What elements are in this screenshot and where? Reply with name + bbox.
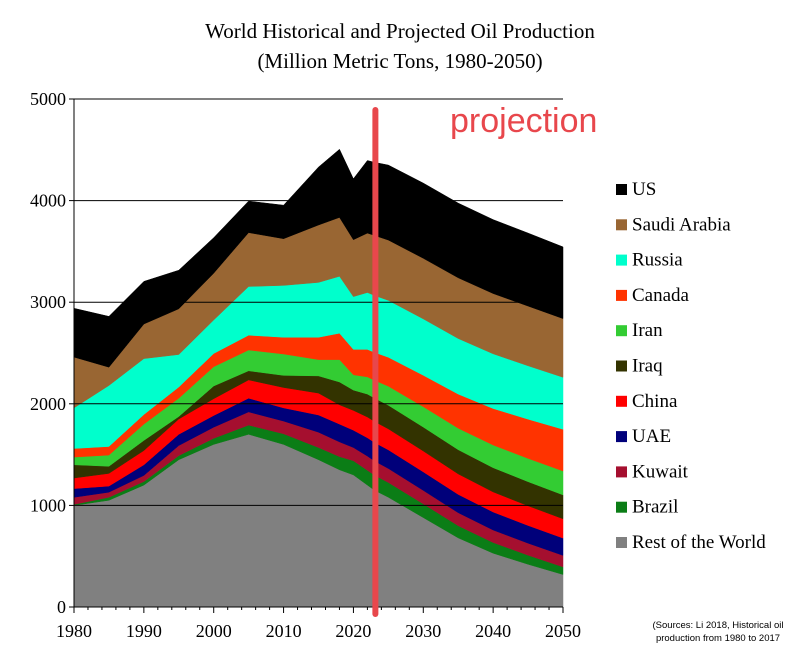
- area-us: [73, 148, 564, 368]
- gridlines: [74, 98, 563, 506]
- chart-subtitle: (Million Metric Tons, 1980-2050): [257, 49, 542, 73]
- legend-swatch-canada: [616, 289, 627, 301]
- chart-title: World Historical and Projected Oil Produ…: [205, 19, 595, 43]
- legend-swatch-saudi-arabia: [616, 219, 627, 231]
- legend-label-saudi-arabia: Saudi Arabia: [632, 214, 731, 235]
- x-tick-label: 2050: [545, 621, 581, 641]
- legend-swatch-us: [616, 184, 627, 195]
- legend-swatch-brazil: [616, 501, 627, 513]
- legend-swatch-rest-of-the-world: [616, 537, 627, 548]
- y-tick-label: 4000: [30, 191, 66, 211]
- x-tick-label: 2030: [405, 621, 441, 641]
- legend-swatch-uae: [616, 431, 627, 443]
- legend-label-brazil: Brazil: [632, 497, 678, 518]
- y-tick-label: 0: [57, 597, 66, 617]
- legend-label-iraq: Iraq: [632, 356, 663, 377]
- legend: US Saudi Arabia Russia Canada Iran Iraq China U…: [616, 179, 766, 553]
- source-note-line-1: (Sources: Li 2018, Historical oil: [653, 620, 784, 631]
- legend-label-uae: UAE: [632, 426, 671, 447]
- legend-label-rest-of-the-world: Rest of the World: [632, 532, 766, 553]
- legend-label-canada: Canada: [632, 285, 690, 306]
- x-tick-label: 2010: [266, 621, 302, 641]
- x-tick-label: 2000: [196, 621, 232, 641]
- legend-label-us: US: [632, 179, 656, 200]
- legend-label-kuwait: Kuwait: [632, 461, 689, 482]
- stacked-areas: [73, 148, 564, 608]
- x-tick-label: 2020: [335, 621, 371, 641]
- y-tick-label: 1000: [30, 495, 66, 515]
- legend-label-iran: Iran: [632, 320, 663, 341]
- y-tick-label: 5000: [30, 89, 66, 109]
- legend-swatch-kuwait: [616, 466, 627, 478]
- axes: [73, 99, 563, 608]
- legend-swatch-iraq: [616, 360, 627, 372]
- y-axis-ticks: 0 1000 2000 3000 4000 5000: [30, 89, 74, 617]
- x-tick-label: 1990: [126, 621, 162, 641]
- legend-label-russia: Russia: [632, 250, 683, 271]
- legend-swatch-china: [616, 395, 627, 407]
- projection-label: projection: [450, 102, 597, 140]
- x-tick-label: 1980: [56, 621, 92, 641]
- x-axis-ticks: 1980 1990 2000 2010 2020 2030 2040 2050: [56, 607, 581, 641]
- legend-swatch-russia: [616, 254, 627, 266]
- y-tick-label: 3000: [30, 292, 66, 312]
- legend-label-china: China: [632, 391, 678, 412]
- y-tick-label: 2000: [30, 394, 66, 414]
- legend-swatch-iran: [616, 325, 627, 337]
- source-note-line-2: production from 1980 to 2017: [656, 633, 780, 644]
- x-tick-label: 2040: [475, 621, 511, 641]
